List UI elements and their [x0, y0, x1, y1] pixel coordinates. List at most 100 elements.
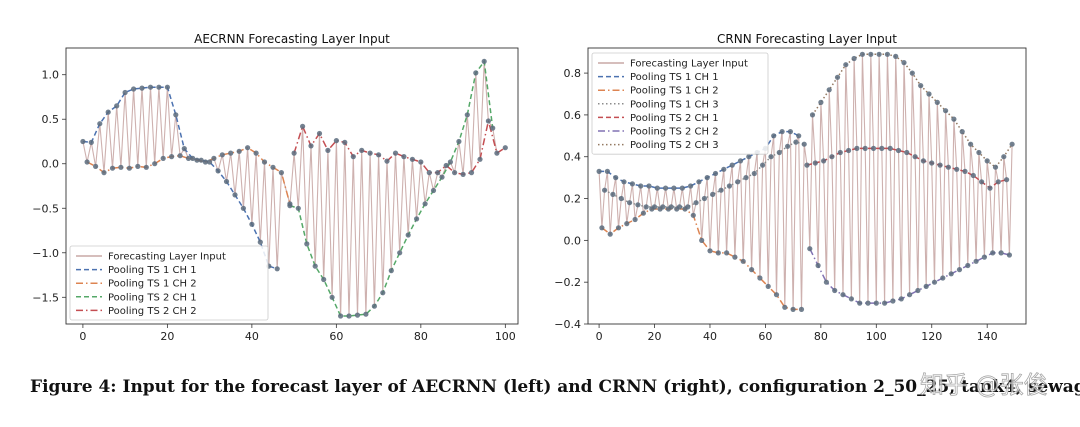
data-point	[287, 203, 293, 209]
data-point	[868, 51, 874, 57]
data-point	[84, 159, 90, 165]
data-point	[776, 149, 782, 156]
data-point	[88, 139, 94, 145]
x-tick-label: 100	[866, 330, 887, 343]
x-tick-label: 60	[329, 330, 343, 343]
data-point	[918, 83, 924, 89]
data-point	[782, 304, 788, 310]
legend-label: Pooling TS 1 CH 2	[108, 279, 197, 290]
data-point	[804, 162, 810, 168]
data-point	[973, 258, 979, 264]
data-point	[401, 154, 407, 160]
data-point	[879, 145, 885, 151]
data-point	[646, 183, 652, 189]
series-line	[82, 86, 278, 270]
data-point	[384, 158, 390, 164]
data-point	[815, 262, 821, 269]
data-point	[887, 145, 893, 151]
data-point	[688, 183, 694, 189]
data-point	[818, 99, 824, 105]
data-point	[274, 266, 280, 272]
data-point	[181, 146, 187, 152]
data-point	[840, 292, 846, 298]
x-tick-label: 60	[758, 330, 772, 343]
data-point	[749, 267, 755, 273]
data-point	[873, 300, 879, 306]
x-tick-label: 0	[79, 330, 86, 343]
legend-label: Pooling TS 2 CH 2	[108, 306, 197, 317]
series-line	[601, 208, 802, 311]
data-point	[363, 311, 369, 317]
data-point	[865, 300, 871, 306]
legend-label: Pooling TS 2 CH 1	[108, 292, 197, 303]
series-line	[293, 120, 506, 176]
data-point	[397, 250, 403, 256]
y-tick-label: −1.0	[32, 247, 59, 260]
data-point	[223, 178, 230, 185]
data-point	[779, 129, 785, 135]
data-point	[1004, 177, 1010, 183]
data-point	[607, 231, 613, 237]
data-point	[954, 166, 960, 172]
data-point	[435, 170, 441, 176]
y-tick-label: 0.4	[564, 151, 582, 164]
data-point	[751, 170, 757, 177]
legend-label: Pooling TS 2 CH 3	[630, 140, 719, 151]
data-point	[430, 187, 437, 194]
data-point	[943, 108, 949, 114]
data-point	[80, 138, 86, 145]
x-tick-label: 80	[414, 330, 428, 343]
data-point	[848, 296, 855, 302]
data-point	[211, 155, 217, 161]
data-point	[990, 250, 996, 256]
data-point	[710, 191, 716, 197]
data-point	[726, 183, 733, 189]
y-tick-label: 0.8	[564, 67, 582, 80]
data-point	[632, 216, 638, 223]
data-point	[443, 162, 449, 169]
data-point	[643, 204, 649, 210]
data-point	[746, 154, 752, 160]
watermark: 知乎 @张俊	[920, 371, 1048, 399]
data-point	[615, 225, 622, 231]
data-point	[194, 157, 200, 163]
data-point	[371, 303, 377, 309]
data-point	[109, 165, 116, 171]
data-point	[940, 275, 946, 281]
figure-caption: Figure 4: Input for the forecast layer o…	[30, 377, 1080, 397]
data-point	[676, 204, 683, 210]
axes-frame	[587, 47, 1027, 325]
y-tick-label: −0.5	[32, 202, 59, 215]
data-point	[890, 298, 896, 304]
data-point	[995, 179, 1001, 185]
data-point	[359, 147, 365, 153]
data-point	[291, 150, 297, 156]
data-point	[920, 158, 927, 164]
data-point	[245, 145, 251, 151]
data-point	[740, 258, 746, 264]
data-point	[414, 216, 420, 222]
data-point	[105, 109, 111, 115]
data-point	[621, 179, 627, 185]
data-point	[851, 55, 857, 62]
data-point	[388, 268, 394, 274]
data-point	[970, 172, 976, 179]
data-point	[768, 154, 774, 160]
data-point	[707, 248, 713, 254]
data-point	[907, 292, 913, 298]
data-point	[937, 162, 943, 168]
data-point	[701, 195, 708, 202]
data-point	[729, 162, 735, 168]
data-point	[931, 279, 938, 285]
data-point	[610, 191, 616, 197]
legend-label: Pooling TS 1 CH 1	[630, 72, 719, 83]
plot-area	[80, 58, 508, 319]
data-point	[992, 164, 999, 170]
data-point	[198, 157, 204, 163]
data-point	[934, 99, 940, 105]
data-point	[300, 123, 306, 129]
data-point	[392, 150, 399, 156]
data-point	[671, 185, 677, 191]
data-point	[93, 163, 99, 169]
data-point	[207, 159, 213, 165]
